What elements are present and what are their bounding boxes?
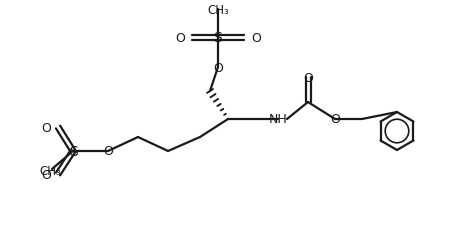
Text: O: O [330, 113, 340, 126]
Text: O: O [103, 145, 113, 158]
Text: O: O [303, 71, 313, 84]
Text: NH: NH [269, 113, 287, 126]
Text: O: O [251, 31, 261, 44]
Text: S: S [213, 31, 223, 45]
Text: O: O [41, 169, 51, 182]
Text: S: S [69, 144, 77, 158]
Text: O: O [175, 31, 185, 44]
Text: O: O [41, 121, 51, 134]
Text: O: O [213, 62, 223, 75]
Text: CH₃: CH₃ [39, 165, 61, 178]
Text: CH₃: CH₃ [207, 3, 229, 16]
